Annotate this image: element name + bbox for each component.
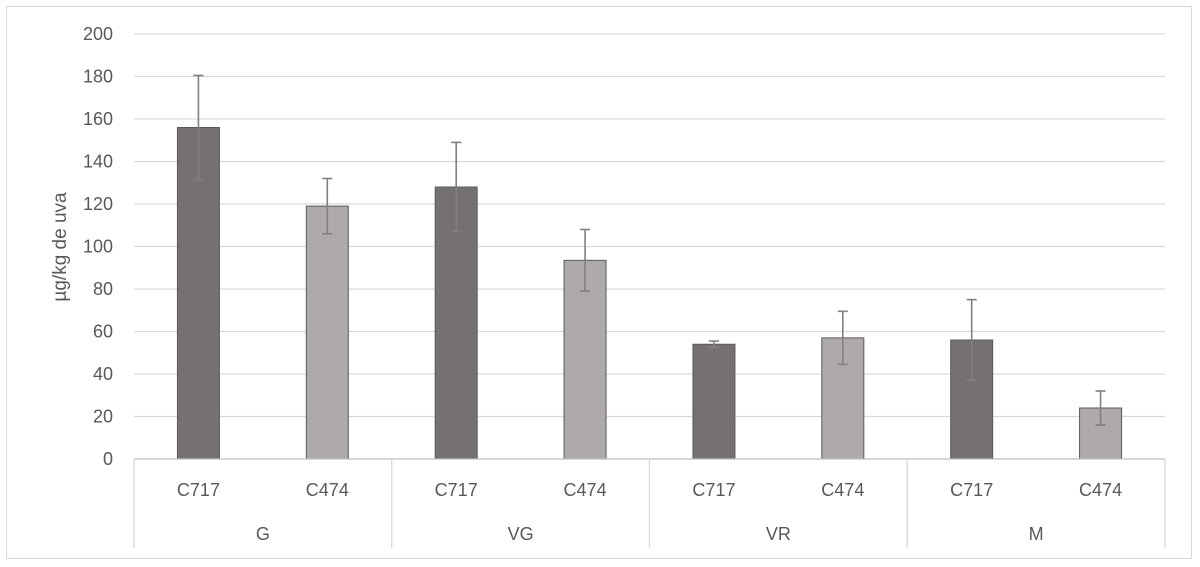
y-tick-label: 120 bbox=[83, 194, 113, 214]
bars bbox=[176, 127, 1123, 460]
x-tick-label: C717 bbox=[435, 480, 478, 500]
y-tick-label: 160 bbox=[83, 109, 113, 129]
y-tick-label: 20 bbox=[93, 407, 113, 427]
y-axis-ticks: 0 20 40 60 80 100 120 140 160 180 200 bbox=[83, 24, 113, 469]
x-tick-label: C474 bbox=[1079, 480, 1122, 500]
x-tick-label: C717 bbox=[177, 480, 220, 500]
x-axis: C717 C474 C717 C474 C717 C474 C717 C474 G VG VR M bbox=[133, 458, 1166, 548]
gridlines bbox=[134, 33, 1165, 418]
y-tick-label: 0 bbox=[103, 449, 113, 469]
y-tick-label: 100 bbox=[83, 237, 113, 257]
error-bars bbox=[193, 74, 1106, 426]
group-label: VR bbox=[766, 524, 791, 544]
x-tick-label: C717 bbox=[950, 480, 993, 500]
y-tick-label: 80 bbox=[93, 279, 113, 299]
y-tick-label: 140 bbox=[83, 152, 113, 172]
bar-c717 bbox=[176, 127, 220, 460]
group-label: G bbox=[256, 524, 270, 544]
group-label: M bbox=[1029, 524, 1044, 544]
y-tick-label: 40 bbox=[93, 364, 113, 384]
bar-c717 bbox=[692, 343, 736, 460]
bar-c474 bbox=[563, 259, 607, 460]
y-axis-label: µg/kg de uva bbox=[50, 192, 71, 302]
x-tick-label: C717 bbox=[692, 480, 735, 500]
bar-c474 bbox=[305, 205, 349, 460]
x-tick-label: C474 bbox=[821, 480, 864, 500]
y-tick-label: 60 bbox=[93, 322, 113, 342]
y-tick-label: 200 bbox=[83, 24, 113, 44]
x-tick-label: C474 bbox=[306, 480, 349, 500]
x-tick-label: C474 bbox=[564, 480, 607, 500]
y-tick-label: 180 bbox=[83, 67, 113, 87]
group-label: VG bbox=[508, 524, 534, 544]
